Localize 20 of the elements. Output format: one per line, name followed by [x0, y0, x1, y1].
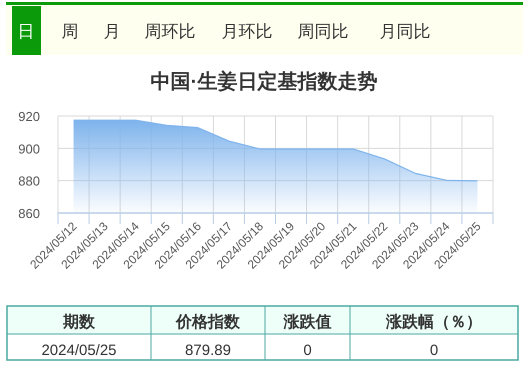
text: 周环比	[144, 22, 196, 41]
text: 月环比	[222, 22, 272, 41]
text: 涨跌值	[282, 313, 332, 331]
chart-title: 中国·生姜日定基指数走势	[150, 70, 378, 93]
text: 周	[62, 22, 78, 41]
y-tick-label: 860	[18, 206, 40, 221]
text: 0	[303, 342, 312, 359]
text: 879.89	[185, 342, 231, 359]
text: 涨跌幅（％）	[385, 313, 482, 331]
text: 月	[104, 22, 120, 41]
text: 周同比	[298, 22, 348, 41]
text: 月同比	[380, 22, 430, 41]
y-tick-label: 920	[18, 109, 40, 124]
text: 价格指数	[175, 313, 241, 331]
text: 日	[18, 22, 34, 41]
y-tick-label: 880	[18, 174, 40, 189]
y-tick-label: 900	[18, 141, 40, 156]
text: 0	[430, 342, 438, 359]
text: 期数	[62, 313, 96, 331]
text: 2024/05/25	[41, 342, 117, 359]
